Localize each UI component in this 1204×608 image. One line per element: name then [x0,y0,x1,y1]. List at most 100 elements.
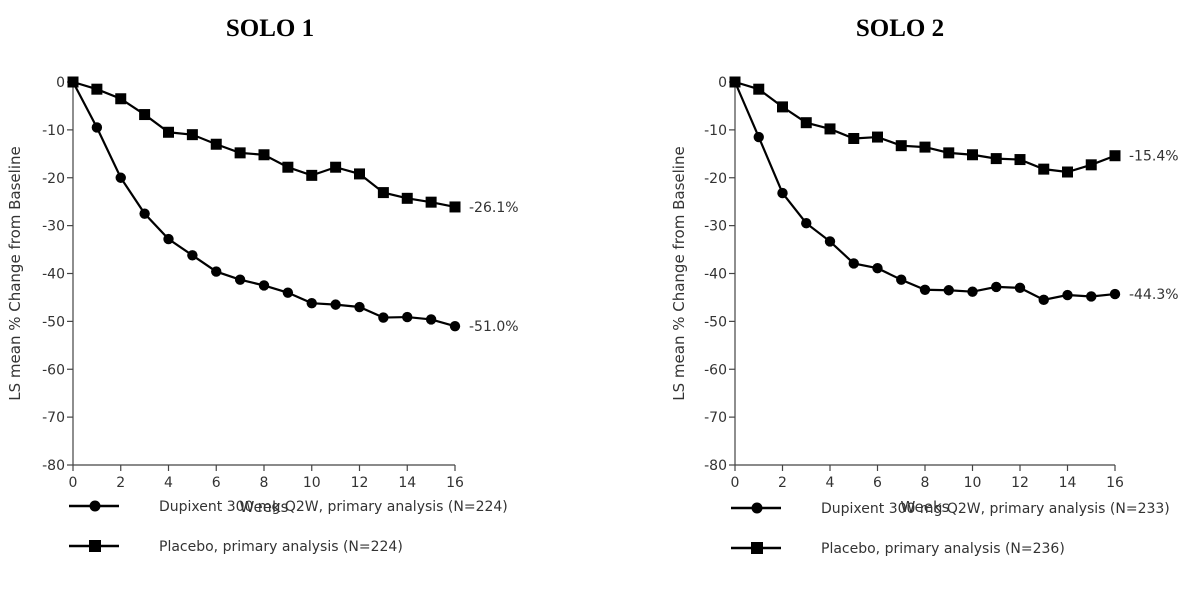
data-point [801,218,812,229]
data-point [800,117,812,129]
series-placebo: -15.4% [729,76,1179,178]
data-point [895,140,907,152]
chart-title: SOLO 2 [856,15,944,42]
legend-label: Placebo, primary analysis (N=224) [159,539,403,555]
legend-marker [751,502,763,514]
data-point [919,284,931,295]
data-point [896,274,907,285]
legend-label: Dupixent 300 mg Q2W, primary analysis (N… [159,499,508,515]
x-axis-label: Weeks [240,498,289,516]
data-point [1085,159,1097,171]
data-point [943,285,954,296]
x-tick-label: 12 [1011,475,1029,491]
data-point [378,312,389,323]
data-point [210,138,222,150]
data-point [967,286,978,297]
x-tick-label: 12 [351,475,369,491]
legend-item: Dupixent 300 mg Q2W, primary analysis (N… [731,501,1170,517]
data-point [872,131,883,143]
data-point [258,149,270,161]
x-tick-label: 6 [873,475,882,491]
legend-item: Placebo, primary analysis (N=236) [731,541,1065,557]
data-point [282,161,294,173]
y-tick-label: 0 [718,75,727,91]
data-point [449,201,461,213]
data-point [330,299,341,310]
x-tick-label: 14 [1059,475,1077,491]
y-tick-label: -80 [704,458,727,474]
data-point [991,281,1002,293]
x-tick-label: 8 [260,475,269,491]
data-point [449,320,461,332]
x-tick-label: 10 [303,475,321,491]
data-point [990,153,1002,165]
series-line [72,80,456,209]
chart-solo-1: SOLO 10-10-20-30-40-50-60-70-800 2 4 6 8 10 12… [6,15,519,555]
data-point [1086,291,1097,302]
legend-marker [751,542,763,554]
data-point [777,101,788,113]
chart-title: SOLO 1 [226,15,314,42]
legend-item: Placebo, primary analysis (N=224) [69,539,403,555]
data-point [848,132,860,144]
y-axis-label: LS mean % Change from Baseline [670,146,688,400]
series-placebo: -26.1% [67,76,519,216]
y-tick-label: -70 [704,410,727,426]
data-point [1062,289,1073,301]
y-tick-label: -50 [42,314,65,330]
data-point [848,258,859,269]
x-tick-label: 2 [116,475,125,491]
data-point [1038,163,1050,175]
y-tick-label: -10 [704,123,727,139]
x-tick-label: 4 [826,475,835,491]
data-point [354,168,365,180]
data-point [67,76,79,88]
y-tick-label: -60 [704,362,727,378]
x-tick-label: 4 [164,475,173,491]
legend-label: Placebo, primary analysis (N=236) [821,541,1065,557]
y-tick-label: -70 [42,410,65,426]
data-point [91,83,103,95]
data-point [91,122,103,133]
data-point [306,169,318,181]
y-tick-label: -40 [704,267,727,283]
legend-item: Dupixent 300 mg Q2W, primary analysis (N… [69,499,508,515]
data-point [1014,282,1026,294]
series-line [733,81,1116,301]
x-tick-label: 10 [964,475,982,491]
data-point [187,250,198,261]
data-point [139,208,150,219]
data-point [402,311,413,323]
data-point [753,131,764,143]
data-point [139,109,151,121]
data-point [824,236,836,247]
end-value-label: -44.3% [1129,287,1179,303]
data-point [354,301,365,313]
data-point [753,83,765,95]
y-tick-label: -80 [42,458,65,474]
x-tick-label: 16 [446,475,464,491]
data-point [729,76,741,88]
data-point [919,141,931,153]
data-point [401,192,413,204]
data-point [777,187,788,199]
end-value-label: -26.1% [469,200,519,216]
series-dupixent: -51.0% [67,76,519,335]
y-tick-label: 0 [56,75,65,91]
data-point [258,280,270,291]
data-point [330,161,342,173]
series-dupixent: -44.3% [729,76,1179,306]
data-point [163,126,174,138]
end-value-label: -51.0% [469,319,519,335]
x-tick-label: 14 [398,475,416,491]
x-tick-label: 0 [731,475,740,491]
y-tick-label: -20 [704,171,727,187]
x-tick-label: 8 [921,475,930,491]
data-point [163,233,174,245]
y-tick-label: -50 [704,314,727,330]
x-tick-label: 2 [778,475,787,491]
data-point [1062,166,1073,178]
x-tick-label: 6 [212,475,221,491]
legend-marker [89,500,101,512]
